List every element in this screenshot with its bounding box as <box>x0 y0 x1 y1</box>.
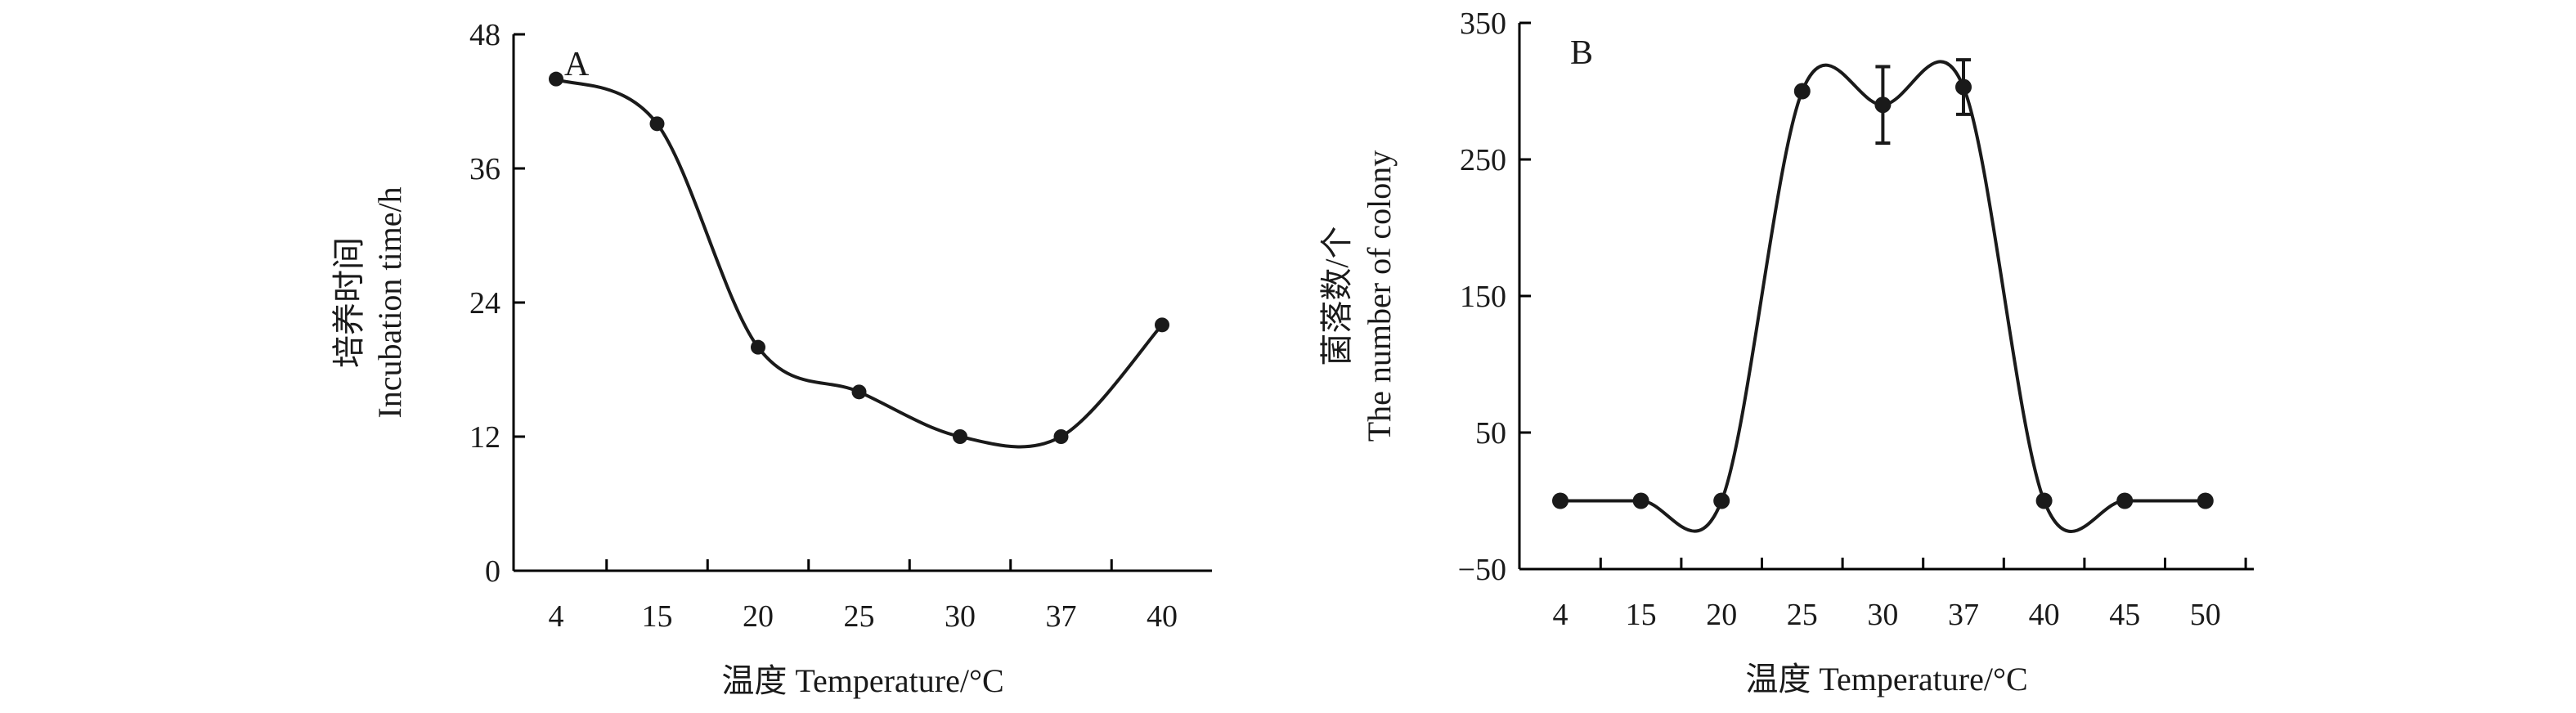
data-point <box>1632 492 1649 509</box>
y-tick-label: 0 <box>485 554 500 589</box>
panel-a-ticks: 0 12 24 36 48 4 15 20 25 30 37 40 <box>469 18 1178 634</box>
x-tick-label: 50 <box>2190 598 2221 632</box>
panel-a-x-axis-label: 温度 Temperature/°C <box>721 662 1003 699</box>
x-tick-label: 25 <box>1787 598 1818 632</box>
y-tick-label: 150 <box>1460 280 1506 314</box>
x-tick-label: 30 <box>1867 598 1898 632</box>
data-point <box>1053 429 1069 444</box>
y-tick-label: −50 <box>1458 553 1506 587</box>
data-point <box>851 384 867 400</box>
panel-b-y-axis-label-cn: 菌落数/个 <box>1318 226 1355 365</box>
x-tick-label: 20 <box>743 599 774 634</box>
data-point <box>549 71 563 87</box>
panel-a-points <box>549 71 1169 444</box>
panel-a-y-axis-label-en: Incubation time/h <box>371 186 408 418</box>
y-tick-label: 250 <box>1460 143 1506 177</box>
panel-b-label: B <box>1570 34 1593 72</box>
y-tick-label: 24 <box>469 286 500 321</box>
data-point <box>1155 317 1169 333</box>
panel-b: −50 50 150 250 350 4 15 20 25 30 37 40 45 50 B 温度 Tem… <box>1318 7 2254 697</box>
y-tick-label: 350 <box>1460 7 1506 41</box>
x-tick-label: 45 <box>2109 598 2140 632</box>
x-tick-label: 25 <box>844 599 875 634</box>
data-point <box>1793 83 1811 100</box>
data-point <box>649 116 665 132</box>
data-point <box>1955 78 1972 96</box>
panel-b-y-axis-label-en: The number of colony <box>1361 150 1398 442</box>
data-point <box>1874 96 1892 114</box>
x-tick-label: 4 <box>549 599 564 634</box>
y-tick-label: 36 <box>469 152 500 186</box>
y-tick-label: 12 <box>469 420 500 455</box>
x-tick-label: 37 <box>1948 598 1979 632</box>
x-tick-label: 40 <box>1147 599 1178 634</box>
y-tick-label: 48 <box>469 18 500 52</box>
data-point <box>953 429 967 444</box>
panel-b-ticks: −50 50 150 250 350 4 15 20 25 30 37 40 45 50 <box>1458 7 2247 632</box>
x-tick-label: 15 <box>1626 598 1657 632</box>
data-point <box>751 339 765 355</box>
panel-a-axes <box>512 34 1212 572</box>
panel-a-y-axis-label-cn: 培养时间 <box>330 237 367 368</box>
x-tick-label: 20 <box>1706 598 1737 632</box>
y-tick-label: 50 <box>1475 416 1506 451</box>
panel-a-label: A <box>564 46 590 83</box>
data-point <box>2116 492 2134 509</box>
panel-a: 0 12 24 36 48 4 15 20 25 30 37 40 A 温度 Temperature/… <box>330 18 1212 699</box>
data-point <box>2197 492 2214 509</box>
x-tick-label: 15 <box>642 599 673 634</box>
x-tick-label: 4 <box>1553 598 1568 632</box>
panel-b-x-axis-label: 温度 Temperature/°C <box>1745 661 2027 697</box>
panel-b-points <box>1552 78 2214 509</box>
x-tick-label: 40 <box>2029 598 2060 632</box>
x-tick-label: 37 <box>1046 599 1077 634</box>
data-point <box>1552 492 1568 509</box>
data-point <box>2035 492 2053 509</box>
data-point <box>1713 492 1730 509</box>
x-tick-label: 30 <box>945 599 976 634</box>
